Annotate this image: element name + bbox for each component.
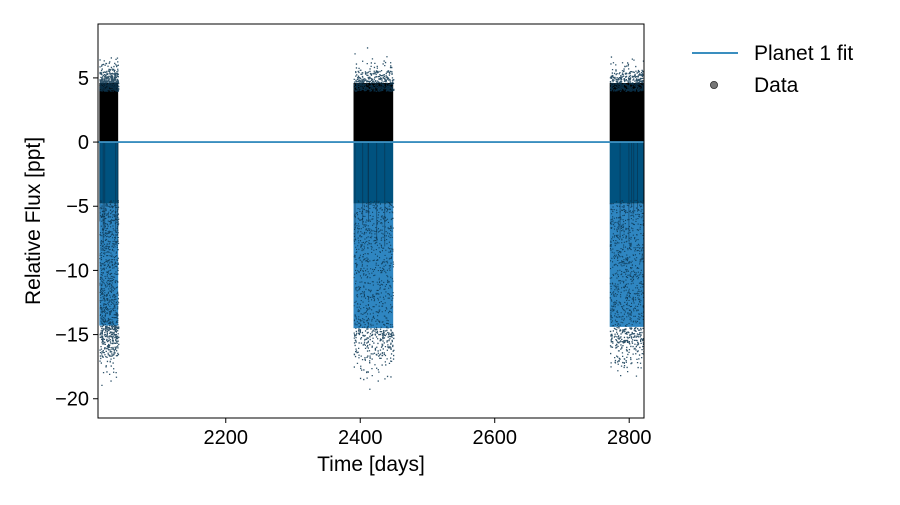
x-tick-label: 2800 (607, 427, 652, 449)
x-axis-title: Time [days] (317, 453, 425, 476)
data-segment-1 (99, 57, 120, 387)
y-axis-title: Relative Flux [ppt] (22, 137, 45, 305)
data-points (99, 57, 120, 387)
legend-entry-2: Data (710, 74, 799, 97)
plot-area (98, 47, 644, 390)
x-tick-label: 2400 (338, 427, 383, 449)
data-dense-block (353, 83, 394, 143)
transit-band-dark (609, 142, 644, 204)
legend-label: Planet 1 fit (754, 42, 853, 65)
y-tick-label: −5 (66, 196, 89, 218)
transit-band-dark (99, 142, 119, 204)
data-dense-block (99, 83, 119, 143)
data-points (353, 47, 395, 390)
data-segment-3 (609, 56, 644, 377)
data-segment-2 (353, 47, 395, 390)
y-tick-label: −10 (55, 260, 89, 282)
y-tick-label: −15 (55, 325, 89, 347)
legend-marker-swatch (710, 81, 719, 90)
legend-entry-1: Planet 1 fit (692, 42, 853, 65)
y-tick-label: 5 (78, 68, 89, 90)
data-dense-block (609, 83, 644, 143)
transit-band-dark (353, 142, 394, 204)
x-tick-label: 2200 (204, 427, 249, 449)
x-tick-label: 2600 (472, 427, 517, 449)
legend-label: Data (754, 74, 799, 97)
legend: Planet 1 fit Data (692, 42, 853, 97)
y-tick-label: 0 (78, 132, 89, 154)
plot-frame (97, 23, 645, 419)
axes: 2200 2400 2600 2800 5 0 −5 −10 −15 −20 Time [days]… (22, 23, 652, 476)
y-tick-label: −20 (55, 389, 89, 411)
